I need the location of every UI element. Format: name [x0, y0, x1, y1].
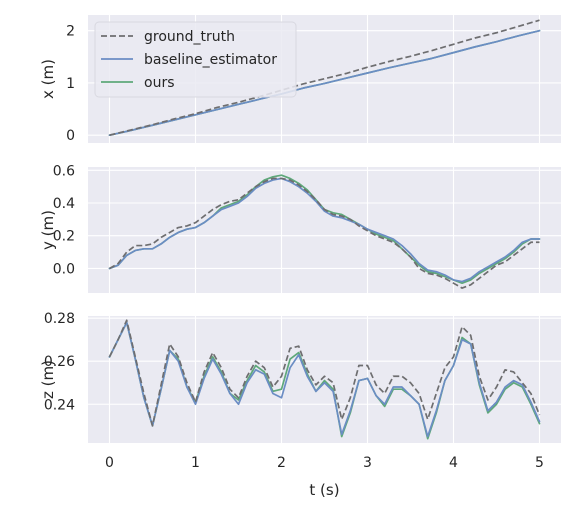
series-line-baseline-estimator — [108, 321, 541, 438]
legend-box — [94, 21, 297, 98]
y-tick-label: 0 — [66, 128, 75, 144]
panel-2: 0.0 0.2 0.4 0.6 y (m) — [39, 163, 561, 293]
legend-label-ours: ours — [144, 75, 175, 91]
y-axis-label: y (m) — [39, 210, 57, 250]
y-tick-label: 2 — [66, 24, 75, 40]
x-tick-label: 4 — [449, 455, 458, 471]
legend-label-baseline-estimator: baseline_estimator — [144, 52, 277, 68]
y-tick-label: 0.0 — [53, 261, 75, 277]
x-tick-label: 1 — [191, 455, 200, 471]
x-tick-label: 3 — [363, 455, 372, 471]
y-axis-label: x (m) — [39, 59, 57, 99]
panel-3: 0.24 0.26 0.28 z (m) 0 1 2 3 4 5 t (s) — [39, 311, 561, 499]
series-line-baseline-estimator — [108, 29, 541, 137]
y-tick-label: 0.24 — [44, 397, 75, 413]
y-tick-label: 0.26 — [44, 354, 75, 370]
axes-background — [88, 167, 561, 293]
x-axis-label: t (s) — [309, 481, 339, 499]
y-tick-label: 0.28 — [44, 311, 75, 327]
x-tick-label: 2 — [277, 455, 286, 471]
series-line-baseline-estimator — [108, 177, 541, 283]
legend-label-ground-truth: ground_truth — [144, 29, 235, 45]
y-tick-label: 1 — [66, 76, 75, 92]
series-line-ground-truth — [109, 177, 540, 289]
axes-background — [88, 316, 561, 443]
y-tick-label: 0.6 — [53, 163, 75, 179]
x-tick-label: 0 — [105, 455, 114, 471]
series-line-ground-truth — [108, 319, 541, 427]
series-line-ground-truth — [109, 19, 540, 136]
y-tick-label: 0.4 — [53, 196, 75, 212]
x-tick-label: 5 — [535, 455, 544, 471]
y-axis-label: z (m) — [39, 360, 57, 399]
y-tick-label: 0.2 — [53, 229, 75, 245]
